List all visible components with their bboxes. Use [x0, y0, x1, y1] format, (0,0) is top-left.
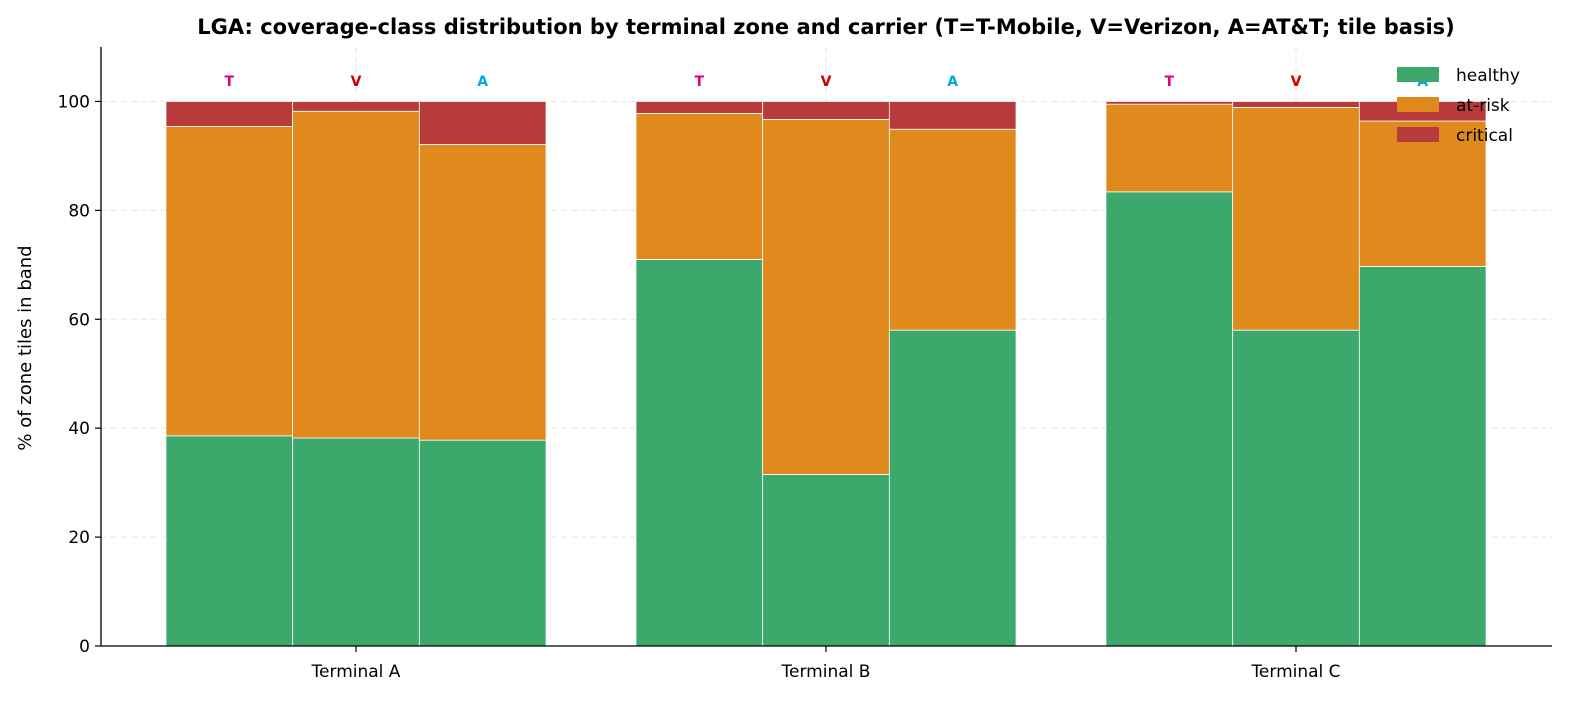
carrier-label: V: [351, 74, 362, 90]
carrier-labels: TVATVATVA: [225, 74, 1429, 90]
carrier-label: V: [821, 74, 832, 90]
x-tick-label: Terminal A: [311, 662, 401, 682]
bar-segment-at-risk: [292, 110, 420, 439]
legend-swatch-healthy: [1397, 67, 1439, 82]
bar-segment-healthy: [165, 435, 294, 647]
bar-segment-healthy: [292, 437, 420, 647]
axes: 0 20 40 60 80 100 Terminal A Terminal B Terminal…: [58, 47, 1552, 682]
bar-segment-critical: [418, 101, 547, 145]
bar-segment-critical: [888, 101, 1017, 130]
bar-segment-at-risk: [888, 128, 1017, 331]
legend-label-healthy: healthy: [1456, 66, 1520, 86]
y-tick-label: 80: [68, 201, 90, 221]
legend-swatch-at-risk: [1397, 97, 1439, 112]
carrier-label: T: [695, 74, 705, 90]
carrier-label: V: [1291, 74, 1302, 90]
y-tick-label: 100: [58, 92, 90, 112]
carrier-label: T: [225, 74, 235, 90]
y-tick-label: 40: [68, 419, 90, 439]
bars-layer: [165, 101, 1487, 647]
y-tick-label: 0: [79, 637, 90, 657]
bar-segment-critical: [1105, 101, 1234, 105]
bar-segment-at-risk: [165, 126, 294, 437]
legend: healthy at-risk critical: [1397, 66, 1520, 146]
x-tick-label: Terminal C: [1250, 662, 1340, 682]
bar-segment-at-risk: [1105, 103, 1234, 193]
legend-label-at-risk: at-risk: [1456, 96, 1510, 116]
bar-segment-healthy: [888, 329, 1017, 647]
bar-segment-critical: [635, 101, 764, 114]
y-axis-label: % of zone tiles in band: [15, 245, 36, 450]
x-tick-label: Terminal B: [781, 662, 871, 682]
bar-segment-healthy: [1105, 191, 1234, 647]
legend-swatch-critical: [1397, 127, 1439, 142]
y-tick-label: 60: [68, 310, 90, 330]
bar-segment-critical: [165, 101, 294, 127]
bar-segment-at-risk: [418, 144, 547, 441]
bar-segment-at-risk: [1358, 120, 1487, 267]
bar-segment-healthy: [635, 258, 764, 647]
y-tick-label: 20: [68, 528, 90, 548]
bar-segment-critical: [762, 101, 890, 120]
legend-label-critical: critical: [1456, 126, 1513, 146]
bar-segment-healthy: [418, 439, 547, 647]
carrier-label: T: [1165, 74, 1175, 90]
bar-segment-healthy: [762, 474, 890, 647]
bar-segment-healthy: [1232, 329, 1360, 647]
bar-segment-at-risk: [1232, 107, 1360, 331]
bar-segment-critical: [292, 101, 420, 112]
carrier-label: A: [947, 74, 958, 90]
bar-segment-critical: [1232, 101, 1360, 108]
carrier-label: A: [477, 74, 488, 90]
chart-title: LGA: coverage-class distribution by term…: [197, 15, 1454, 39]
bar-segment-healthy: [1358, 266, 1487, 647]
bar-segment-at-risk: [635, 113, 764, 260]
bar-segment-at-risk: [762, 119, 890, 475]
